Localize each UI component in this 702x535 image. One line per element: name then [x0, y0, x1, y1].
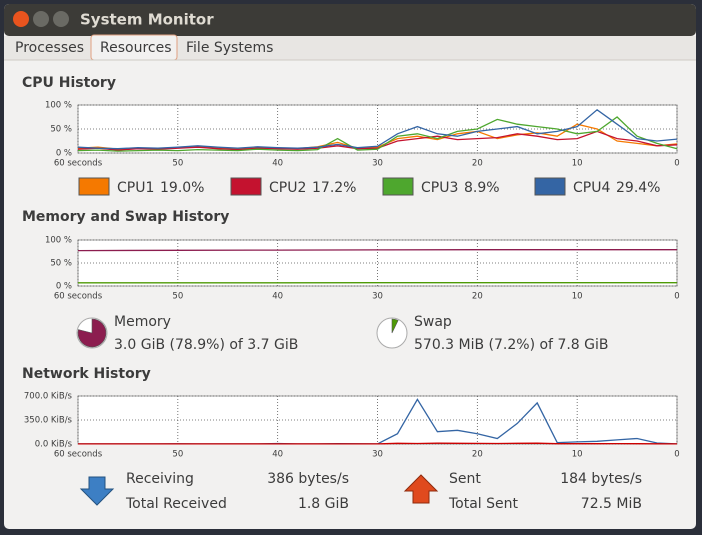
x-tick-label: 50 [172, 159, 183, 169]
y-tick-label: 100 % [45, 101, 72, 111]
x-tick-label: 40 [272, 159, 283, 169]
total-sent-label: Total Sent [448, 496, 519, 512]
x-tick-label: 0 [674, 450, 679, 460]
tab[interactable]: Resources [100, 40, 172, 56]
tab[interactable]: File Systems [186, 40, 273, 56]
series-line [78, 442, 678, 445]
maximize-button[interactable] [53, 11, 69, 27]
y-tick-label: 700.0 KiB/s [24, 392, 73, 402]
x-tick-label: 60 seconds [54, 450, 103, 460]
window-title: System Monitor [80, 11, 214, 29]
receiving-value: 386 bytes/s [267, 471, 349, 487]
send-icon [403, 474, 439, 504]
legend-swatch [382, 177, 414, 196]
legend-value: 8.9% [464, 180, 500, 196]
x-tick-label: 40 [272, 450, 283, 460]
x-tick-label: 60 seconds [54, 159, 103, 169]
x-tick-label: 60 seconds [54, 292, 103, 302]
y-tick-label: 0.0 KiB/s [35, 440, 73, 450]
title-bar [4, 4, 696, 36]
x-tick-label: 20 [472, 450, 483, 460]
series-line [77, 249, 677, 252]
section-heading: Memory and Swap History [22, 209, 229, 225]
y-tick-label: 350.0 KiB/s [24, 416, 73, 426]
sent-label: Sent [449, 471, 481, 487]
x-tick-label: 0 [674, 159, 679, 169]
x-tick-label: 50 [172, 292, 183, 302]
total-received-label: Total Received [125, 496, 227, 512]
legend-name: CPU4 [573, 180, 610, 196]
legend-name: CPU3 [421, 180, 458, 196]
tab[interactable]: Processes [15, 40, 84, 56]
legend-name: CPU2 [269, 180, 306, 196]
y-tick-label: 100 % [45, 236, 72, 246]
x-tick-label: 10 [572, 292, 583, 302]
x-tick-label: 20 [472, 159, 483, 169]
x-tick-label: 0 [674, 292, 679, 302]
close-button[interactable] [13, 11, 29, 27]
legend-value: 19.0% [160, 180, 204, 196]
usage-pie [77, 318, 107, 348]
swap-label: Swap [414, 314, 452, 330]
x-tick-label: 30 [372, 292, 383, 302]
receive-icon [79, 476, 115, 506]
usage-pie [391, 318, 399, 334]
legend-swatch [534, 177, 566, 196]
y-tick-label: 50 % [50, 125, 72, 135]
x-tick-label: 30 [372, 450, 383, 460]
legend-swatch [230, 177, 262, 196]
swap-detail: 570.3 MiB (7.2%) of 7.8 GiB [414, 337, 609, 353]
series-line [77, 130, 678, 151]
section-heading: Network History [22, 366, 151, 382]
total-received-value: 1.8 GiB [298, 496, 349, 512]
memory-label: Memory [114, 314, 171, 330]
series-line [77, 116, 678, 152]
series-line [77, 108, 678, 150]
y-tick-label: 0 % [56, 282, 72, 292]
y-tick-label: 50 % [50, 259, 72, 269]
legend-value: 17.2% [312, 180, 356, 196]
memory-detail: 3.0 GiB (78.9%) of 3.7 GiB [114, 337, 298, 353]
x-tick-label: 30 [372, 159, 383, 169]
x-tick-label: 20 [472, 292, 483, 302]
sent-value: 184 bytes/s [560, 471, 642, 487]
x-tick-label: 10 [572, 159, 583, 169]
y-tick-label: 0 % [56, 149, 72, 159]
total-sent-value: 72.5 MiB [581, 496, 642, 512]
section-heading: CPU History [22, 75, 116, 91]
legend-name: CPU1 [117, 180, 154, 196]
x-tick-label: 50 [172, 450, 183, 460]
x-tick-label: 40 [272, 292, 283, 302]
receiving-label: Receiving [126, 471, 194, 487]
legend-value: 29.4% [616, 180, 660, 196]
legend-swatch [78, 177, 110, 196]
minimize-button[interactable] [33, 11, 49, 27]
x-tick-label: 10 [572, 450, 583, 460]
